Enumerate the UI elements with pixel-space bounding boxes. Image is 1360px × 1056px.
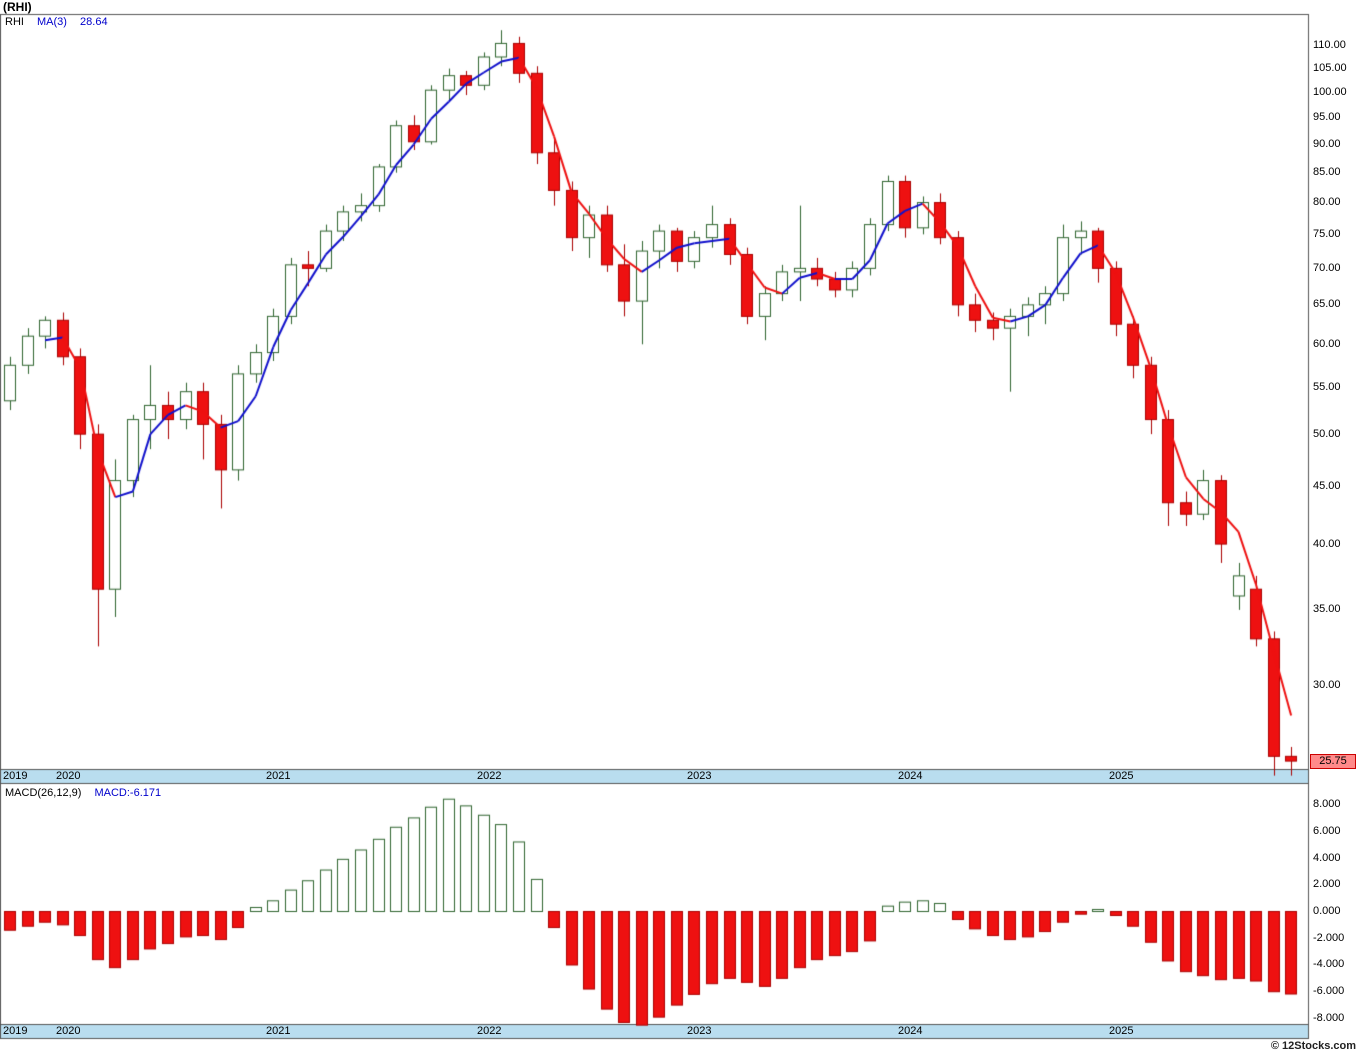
- year-label-bottom-strip: 2025: [1109, 1025, 1134, 1037]
- macd-axis-tick-label: -8.000: [1313, 1012, 1345, 1024]
- price-axis-tick-label: 35.00: [1313, 603, 1341, 615]
- price-axis-tick-label: 110.00: [1313, 39, 1346, 51]
- copyright: © 12Stocks.com: [1270, 1040, 1356, 1052]
- macd-axis-tick-label: 4.000: [1313, 852, 1341, 864]
- last-price-tag: 25.75: [1310, 754, 1356, 769]
- macd-axis-tick-label: -4.000: [1313, 958, 1345, 970]
- price-axis-tick-label: 105.00: [1313, 62, 1347, 74]
- year-label-top-strip: 2025: [1109, 770, 1134, 782]
- year-label-top-strip: 2019: [3, 770, 28, 782]
- ma-label: MA(3): [37, 16, 67, 28]
- macd-panel-legend: MACD(26,12,9) MACD:-6.171: [5, 787, 171, 799]
- year-label-bottom-strip: 2022: [477, 1025, 502, 1037]
- ma-value: 28.64: [80, 16, 108, 28]
- price-axis-tick-label: 60.00: [1313, 338, 1341, 350]
- price-axis-tick-label: 50.00: [1313, 428, 1341, 440]
- macd-axis-tick-label: -6.000: [1313, 985, 1345, 997]
- year-label-bottom-strip: 2023: [687, 1025, 712, 1037]
- macd-axis-tick-label: 0.000: [1313, 905, 1341, 917]
- year-label-top-strip: 2024: [898, 770, 923, 782]
- chart-symbol-title: (RHI): [3, 0, 32, 14]
- macd-axis-tick-label: -2.000: [1313, 932, 1345, 944]
- price-axis-tick-label: 75.00: [1313, 228, 1341, 240]
- price-axis-tick-label: 65.00: [1313, 298, 1341, 310]
- year-label-top-strip: 2023: [687, 770, 712, 782]
- year-label-bottom-strip: 2019: [3, 1025, 28, 1037]
- price-axis-tick-label: 30.00: [1313, 679, 1341, 691]
- macd-axis-tick-label: 2.000: [1313, 878, 1341, 890]
- macd-axis-tick-label: 8.000: [1313, 798, 1341, 810]
- symbol-label: RHI: [5, 16, 24, 28]
- year-label-top-strip: 2022: [477, 770, 502, 782]
- year-label-bottom-strip: 2021: [266, 1025, 291, 1037]
- price-axis-tick-label: 100.00: [1313, 86, 1347, 98]
- price-axis-tick-label: 55.00: [1313, 381, 1341, 393]
- year-label-top-strip: 2020: [56, 770, 81, 782]
- price-axis-tick-label: 80.00: [1313, 196, 1341, 208]
- year-label-bottom-strip: 2020: [56, 1025, 81, 1037]
- price-axis-tick-label: 90.00: [1313, 138, 1341, 150]
- price-axis-tick-label: 40.00: [1313, 538, 1341, 550]
- year-label-top-strip: 2021: [266, 770, 291, 782]
- price-panel-legend: RHI MA(3) 28.64: [5, 16, 118, 28]
- price-axis-tick-label: 95.00: [1313, 111, 1341, 123]
- price-axis-tick-label: 70.00: [1313, 262, 1341, 274]
- price-axis-tick-label: 85.00: [1313, 166, 1341, 178]
- macd-params-label: MACD(26,12,9): [5, 787, 82, 799]
- macd-axis-tick-label: 6.000: [1313, 825, 1341, 837]
- macd-value-label: MACD:-6.171: [94, 787, 162, 799]
- year-label-bottom-strip: 2024: [898, 1025, 923, 1037]
- price-axis-tick-label: 45.00: [1313, 480, 1341, 492]
